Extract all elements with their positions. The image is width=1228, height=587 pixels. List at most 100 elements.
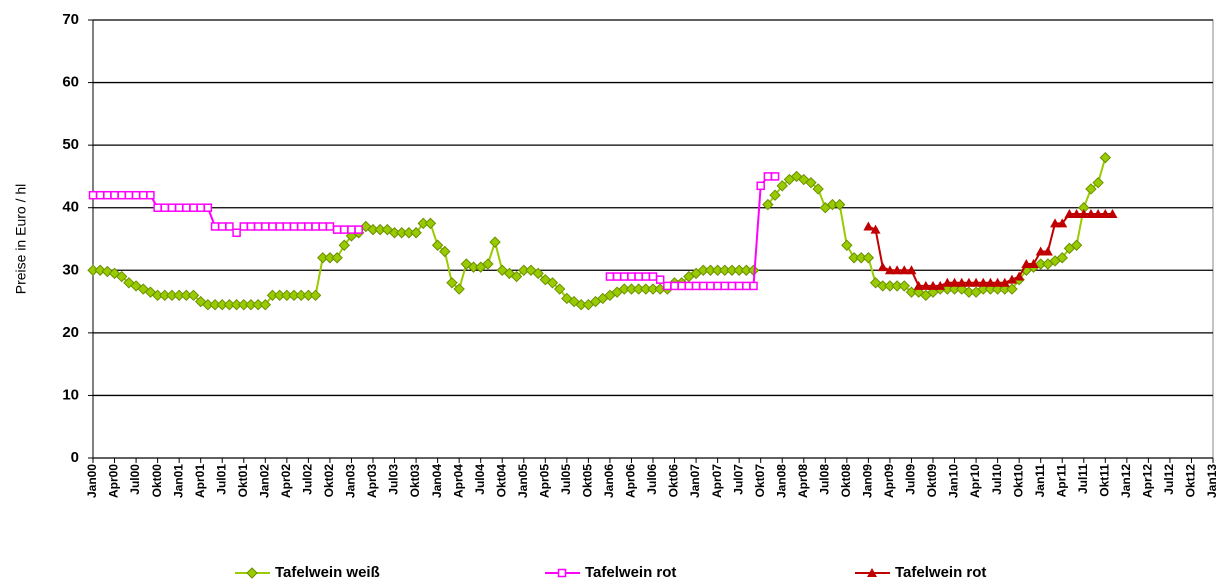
- data-point: [833, 198, 846, 211]
- data-point: [949, 277, 960, 287]
- legend-label: Tafelwein weiß: [275, 564, 380, 581]
- legend-marker: [867, 568, 877, 577]
- data-point: [110, 190, 119, 200]
- data-point: [1057, 218, 1068, 228]
- x-tick-label: Okt10: [1011, 464, 1025, 498]
- x-tick-label: Jan11: [1033, 464, 1047, 498]
- data-point: [1006, 283, 1018, 295]
- x-tick-label: Jan07: [688, 464, 702, 498]
- data-point: [1078, 208, 1089, 218]
- x-tick-label: Apr03: [365, 464, 379, 498]
- data-point: [187, 289, 200, 302]
- data-point: [756, 181, 765, 191]
- x-tick-label: Okt05: [581, 464, 595, 498]
- data-point: [510, 270, 523, 283]
- data-point: [460, 258, 473, 270]
- data-point: [482, 258, 494, 270]
- data-point: [331, 252, 343, 264]
- legend-marker: [246, 567, 258, 579]
- x-tick-label: Apr04: [451, 464, 465, 498]
- data-point: [239, 222, 249, 231]
- data-point: [713, 281, 722, 291]
- data-point: [253, 222, 263, 231]
- data-point: [354, 225, 363, 234]
- data-point: [1071, 208, 1082, 218]
- x-tick-label: Jul08: [817, 464, 831, 495]
- x-tick-label: Apr00: [107, 464, 121, 498]
- data-point: [805, 176, 817, 189]
- x-tick-label: Okt11: [1097, 464, 1111, 497]
- data-point: [94, 264, 106, 276]
- data-point: [275, 222, 284, 231]
- x-tick-label: Okt00: [150, 464, 164, 498]
- x-tick-label: Okt02: [322, 464, 336, 498]
- data-point: [898, 280, 910, 292]
- data-point: [167, 203, 177, 212]
- data-point: [446, 277, 458, 289]
- data-point: [699, 281, 708, 291]
- x-tick-label: Jul03: [387, 464, 401, 495]
- data-point: [812, 183, 824, 195]
- x-tick-label: Okt09: [925, 464, 939, 498]
- data-point: [720, 281, 730, 291]
- data-point: [620, 272, 629, 281]
- x-tick-label: Jul06: [645, 464, 659, 495]
- data-point: [790, 170, 803, 183]
- data-point: [706, 281, 715, 291]
- data-point: [627, 272, 636, 281]
- data-point: [677, 281, 686, 291]
- data-point: [546, 277, 559, 289]
- data-point: [963, 277, 974, 287]
- x-tick-label: Apr11: [1054, 464, 1068, 498]
- x-tick-label: Apr12: [1141, 464, 1155, 498]
- data-point: [899, 265, 910, 275]
- data-point: [641, 272, 651, 281]
- data-point: [289, 222, 299, 231]
- data-point: [769, 189, 781, 201]
- data-point: [296, 222, 306, 231]
- data-point: [259, 298, 272, 311]
- data-point: [928, 280, 938, 290]
- data-point: [95, 190, 105, 200]
- data-point: [424, 217, 437, 230]
- y-axis-label: Preise in Euro / hl: [13, 184, 29, 295]
- data-point: [992, 277, 1003, 287]
- x-tick-label: Jan02: [257, 464, 271, 498]
- x-tick-label: Apr07: [710, 464, 724, 498]
- x-tick-label: Okt08: [839, 464, 853, 498]
- data-point: [124, 190, 134, 200]
- data-point: [282, 222, 292, 231]
- x-tick-label: Jul09: [904, 464, 918, 495]
- data-point: [431, 239, 444, 251]
- data-point: [246, 222, 256, 231]
- data-point: [920, 280, 931, 290]
- data-point: [410, 227, 422, 239]
- data-point: [340, 225, 349, 234]
- data-point: [742, 281, 751, 291]
- data-point: [232, 228, 241, 237]
- data-point: [261, 222, 270, 231]
- data-point: [1100, 208, 1111, 218]
- x-tick-label: Jan03: [344, 464, 358, 498]
- y-tick-label: 40: [62, 199, 79, 216]
- data-point: [304, 222, 313, 231]
- data-point: [734, 281, 744, 291]
- data-point: [1085, 183, 1097, 195]
- data-point: [338, 239, 350, 251]
- data-point: [268, 222, 277, 231]
- data-point: [971, 277, 982, 287]
- x-tick-label: Okt12: [1184, 464, 1198, 498]
- data-point: [884, 265, 895, 275]
- x-tick-label: Jan06: [602, 464, 616, 498]
- x-tick-label: Jan00: [85, 464, 99, 498]
- x-tick-label: Okt06: [667, 464, 681, 498]
- data-point: [311, 222, 320, 231]
- data-point: [670, 281, 679, 291]
- data-point: [146, 190, 155, 200]
- plot-area: [92, 19, 1214, 459]
- data-point: [153, 203, 162, 212]
- y-tick-label: 60: [62, 74, 79, 91]
- x-tick-label: Okt01: [236, 464, 250, 498]
- x-tick-label: Apr05: [537, 464, 551, 498]
